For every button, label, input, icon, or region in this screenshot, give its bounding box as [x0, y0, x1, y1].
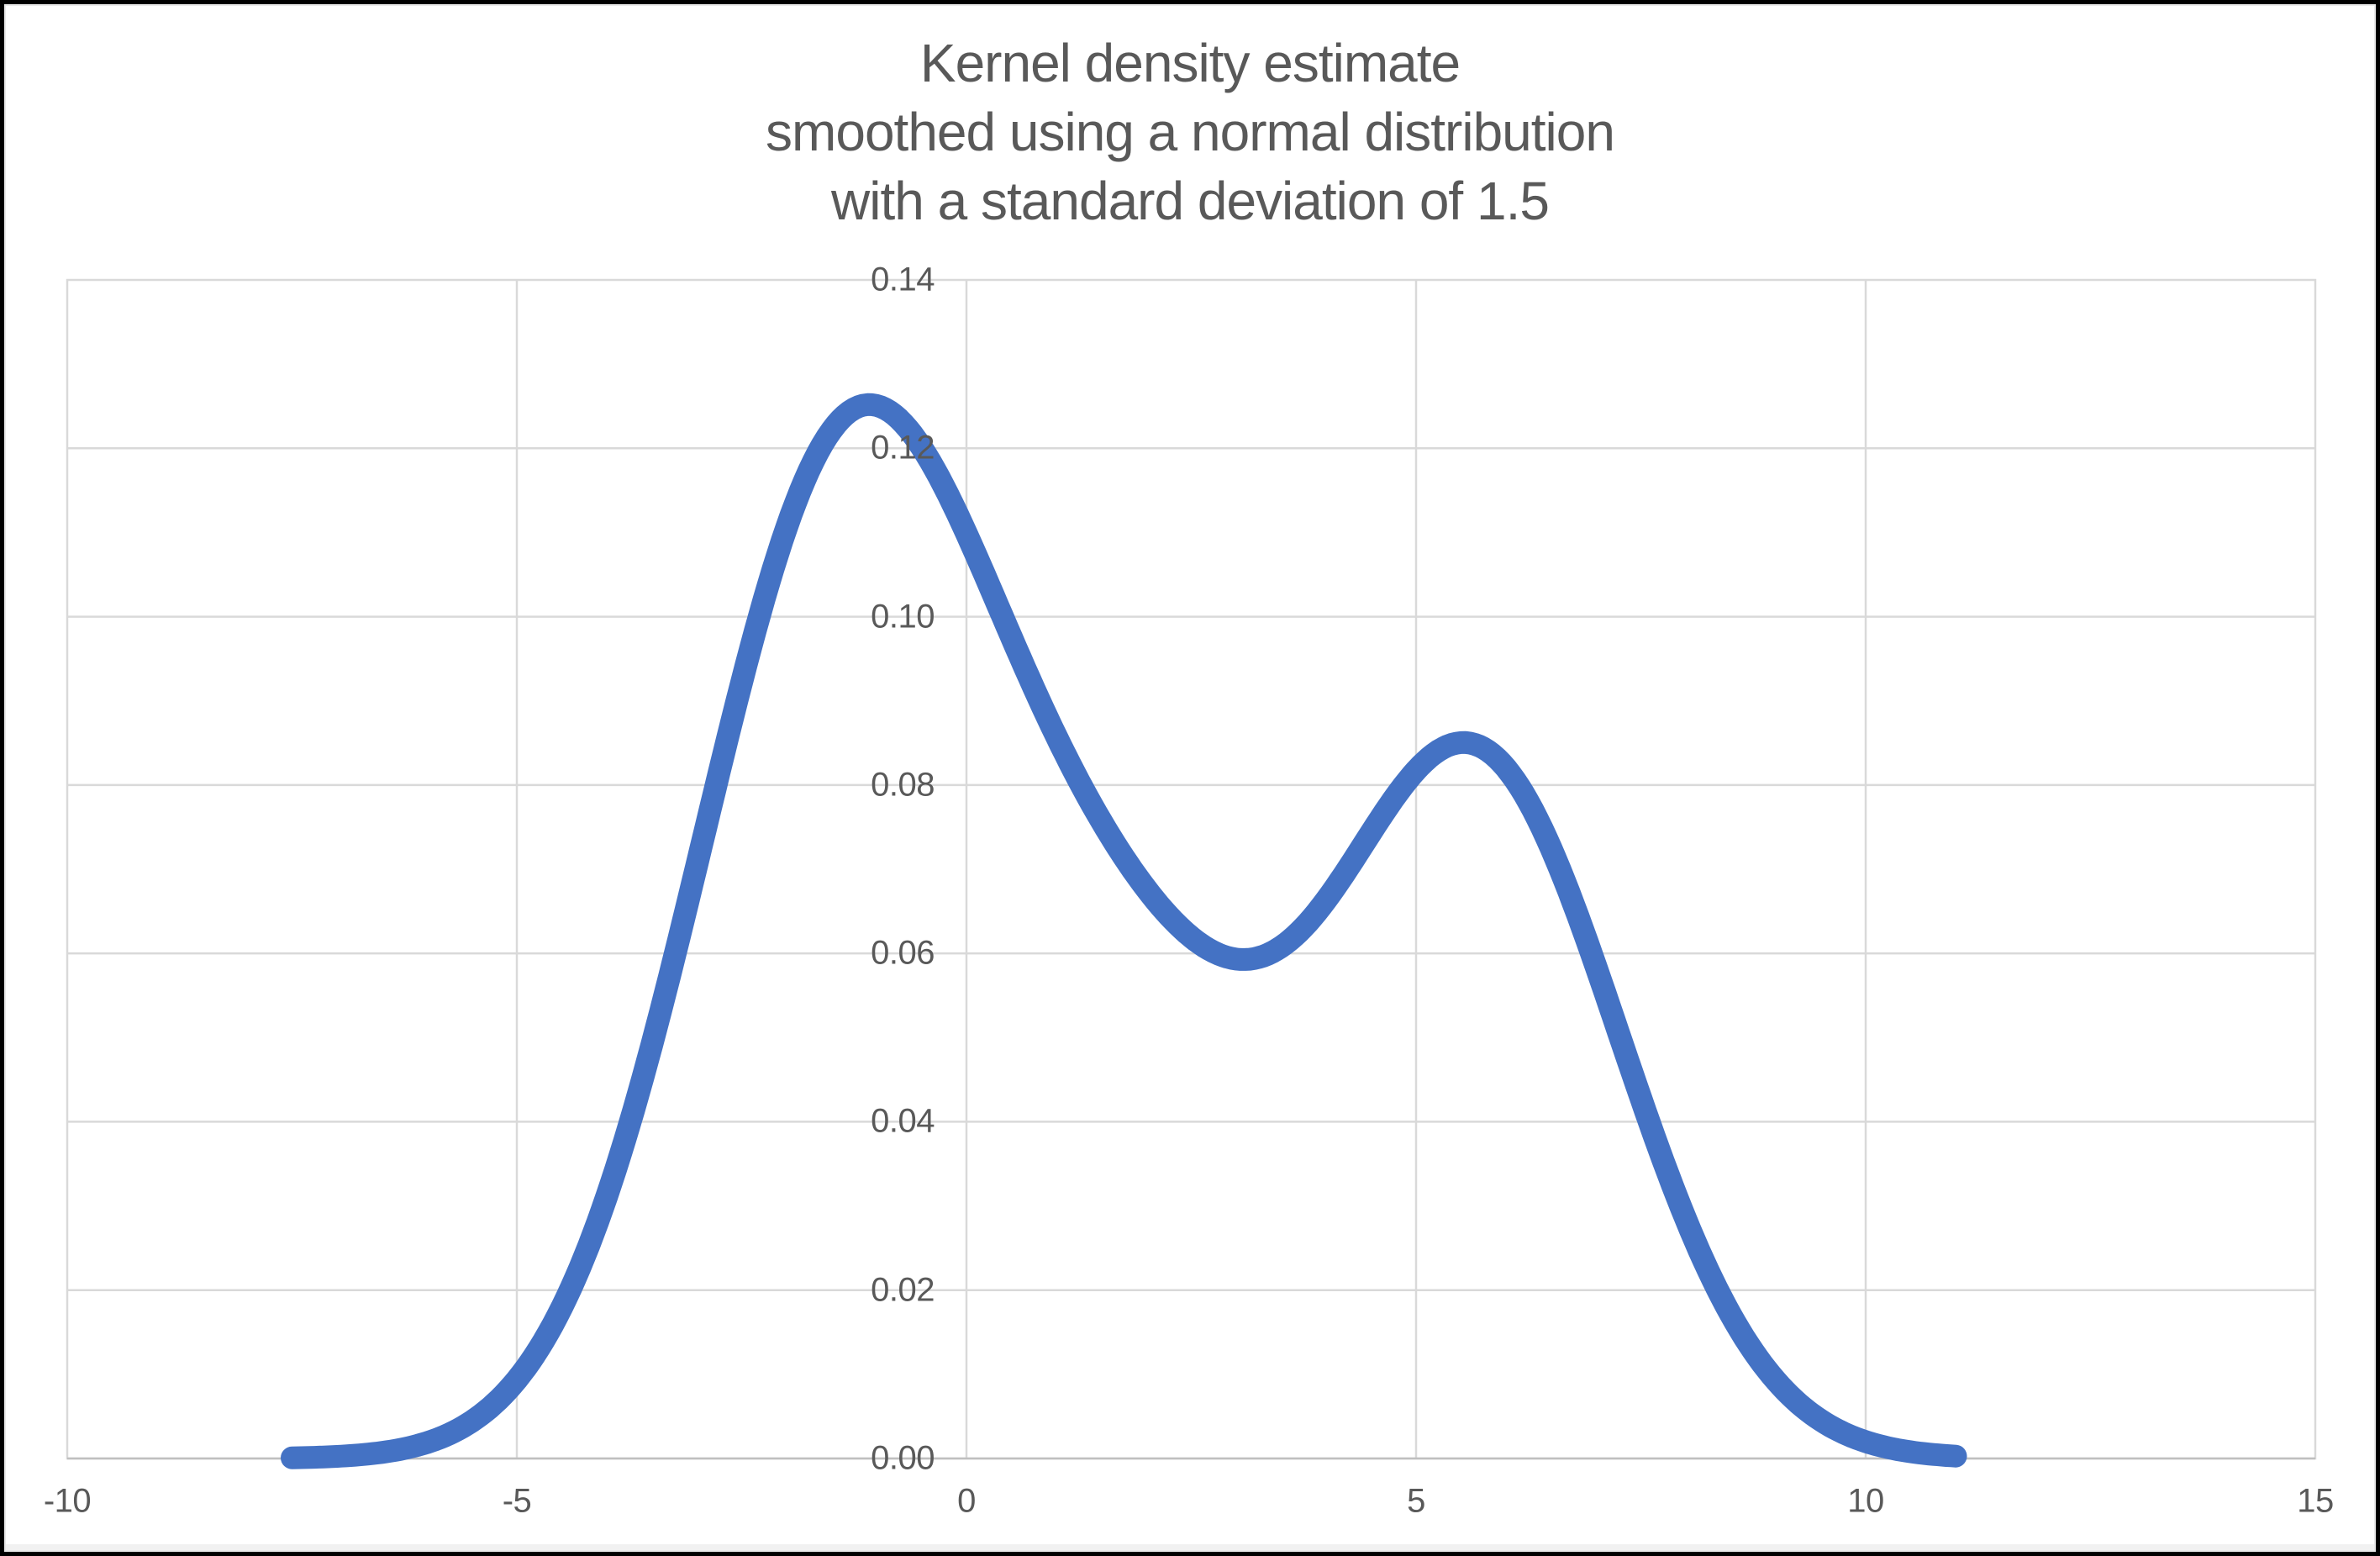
x-axis-tick-label: 10: [1847, 1482, 1884, 1520]
chart-title-line-2: smoothed using a normal distribution: [766, 102, 1615, 162]
kde-curve: [281, 393, 1967, 1469]
y-axis-tick-label: 0.02: [871, 1271, 935, 1309]
chart-title-line-3: with a standard deviation of 1.5: [831, 171, 1550, 231]
chart-title: Kernel density estimate smoothed using a…: [0, 29, 2380, 235]
y-axis-tick-label: 0.06: [871, 934, 935, 972]
chart-title-line-1: Kernel density estimate: [919, 33, 1461, 93]
y-axis-tick-label: 0.14: [871, 261, 935, 298]
y-axis-tick-label: 0.12: [871, 429, 935, 467]
x-axis-tick-label: -5: [502, 1482, 532, 1520]
y-axis-tick-label: 0.00: [871, 1439, 935, 1477]
bottom-edge-strip: [4, 1544, 2376, 1552]
x-axis-tick-label: -10: [43, 1482, 92, 1520]
gridlines: [67, 280, 2315, 1458]
y-axis-tick-label: 0.10: [871, 598, 935, 636]
x-axis-tick-label: 15: [2297, 1482, 2334, 1520]
plot-border: [66, 278, 2317, 1460]
y-axis-tick-label: 0.04: [871, 1102, 935, 1140]
y-axis-tick-label: 0.08: [871, 766, 935, 804]
x-axis-tick-label: 0: [957, 1482, 976, 1520]
x-axis-tick-label: 5: [1407, 1482, 1425, 1520]
